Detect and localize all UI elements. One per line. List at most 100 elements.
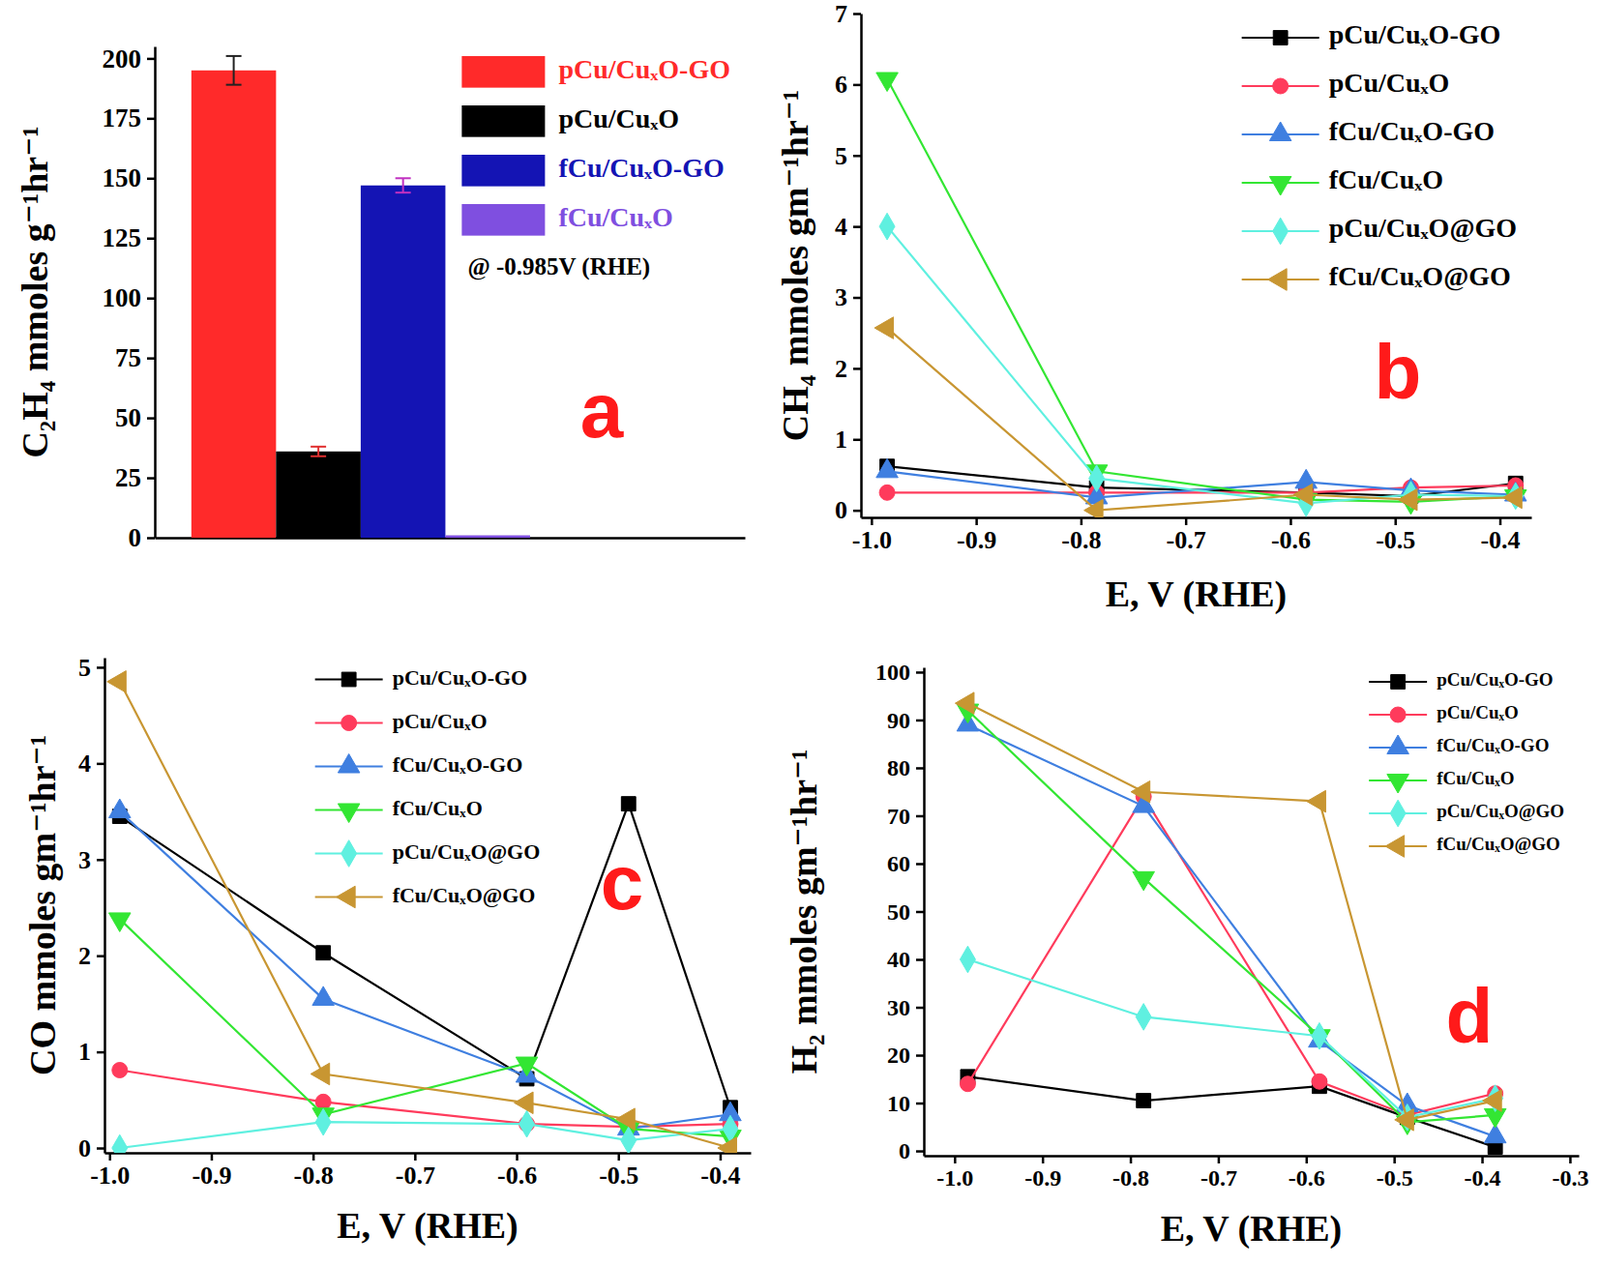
tick-label: 20	[887, 1042, 911, 1068]
legend-swatch	[461, 154, 545, 187]
marker	[1311, 1022, 1328, 1050]
x-axis: -1.0-0.9-0.8-0.7-0.6-0.5-0.4	[89, 1153, 751, 1190]
panel-title: d	[1446, 973, 1494, 1060]
y-axis: 0102030405060708090100	[875, 659, 925, 1164]
tick-label: -0.4	[700, 1161, 741, 1190]
x-axis-line	[105, 1152, 752, 1156]
tick-label: -0.4	[1464, 1165, 1502, 1191]
tick-mark	[147, 356, 155, 360]
legend-item: fCu/CuₓO	[1368, 768, 1514, 794]
tick-mark	[109, 1153, 113, 1161]
tick: 7	[834, 0, 861, 29]
tick: -0.6	[1271, 517, 1311, 555]
tick-label: 25	[115, 463, 142, 493]
tick-label: 6	[834, 70, 848, 99]
marker	[717, 1137, 738, 1154]
tick-label: 80	[887, 755, 911, 781]
tick: 4	[834, 212, 861, 241]
tick-label: -0.5	[1375, 526, 1416, 555]
tick-mark	[853, 12, 861, 16]
tick: -1.0	[852, 517, 892, 555]
tick: 0	[128, 523, 156, 553]
legend-item: pCu/CuₓO@GO	[315, 839, 541, 868]
tick-label: -0.4	[1480, 526, 1520, 555]
marker	[876, 72, 899, 92]
panel-title: b	[1374, 328, 1423, 415]
tick-label: 3	[78, 846, 91, 875]
tick-label: -0.6	[1288, 1165, 1326, 1191]
figure: 0255075100125150175200C₂H₄ mmoles g⁻¹hr⁻…	[0, 0, 1600, 1265]
marker	[876, 458, 899, 478]
marker	[109, 799, 132, 819]
x-axis-line	[924, 1155, 1580, 1158]
y-axis-title: H₂ mmoles gm⁻¹hr⁻¹	[783, 748, 825, 1074]
tick-mark	[96, 1147, 105, 1151]
tick: 100	[875, 659, 924, 685]
tick: 10	[887, 1091, 924, 1117]
legend-item: fCu/CuₓO	[315, 796, 483, 824]
marker	[1135, 1004, 1152, 1032]
tick: 75	[115, 343, 155, 373]
x-axis: -1.0-0.9-0.8-0.7-0.6-0.5-0.4-0.3	[924, 1155, 1590, 1191]
tick: 60	[887, 851, 924, 877]
tick-label: 1	[834, 425, 848, 454]
legend-label: pCu/CuₓO@GO	[1436, 800, 1565, 822]
tick: 0	[834, 496, 861, 525]
tick-mark	[147, 476, 155, 480]
tick-mark	[147, 536, 155, 540]
legend-item: pCu/CuₓO	[1368, 702, 1519, 723]
tick-mark	[617, 1153, 621, 1161]
tick: 2	[834, 355, 861, 384]
tick-mark	[853, 367, 861, 371]
error-bar-stem	[233, 56, 236, 86]
tick-mark	[96, 954, 105, 958]
legend-label: pCu/CuₓO@GO	[1329, 212, 1517, 243]
series-line	[967, 1076, 1495, 1148]
tick-label: 4	[834, 212, 848, 241]
legend-label: pCu/CuₓO-GO	[1436, 669, 1554, 690]
tick: 5	[834, 142, 861, 171]
tick: 25	[115, 463, 155, 493]
legend-item: fCu/CuₓO-GO	[461, 152, 724, 187]
tick: -0.6	[1288, 1155, 1326, 1191]
tick-mark	[1569, 1155, 1572, 1164]
tick-mark	[1392, 1155, 1396, 1164]
plot-area	[954, 692, 1507, 1156]
legend-marker	[1385, 835, 1405, 859]
legend-marker	[337, 803, 360, 824]
legend-item: pCu/CuₓO@GO	[1242, 212, 1517, 244]
bar	[444, 535, 531, 538]
series-line	[887, 327, 1516, 511]
marker	[1295, 469, 1318, 489]
tick-mark	[870, 517, 874, 526]
tick-label: 0	[834, 496, 848, 525]
marker	[316, 946, 331, 961]
tick-mark	[1080, 517, 1084, 526]
panel: -1.0-0.9-0.8-0.7-0.6-0.5-0.401234567CH₄ …	[774, 0, 1533, 616]
tick: 1	[834, 425, 861, 454]
tick-label: 0	[78, 1134, 91, 1163]
tick-mark	[853, 296, 861, 300]
tick-label: 40	[887, 947, 911, 973]
tick: -1.0	[936, 1155, 974, 1191]
tick-mark	[96, 763, 105, 767]
legend-label: pCu/CuₓO	[558, 103, 680, 134]
tick-mark	[853, 439, 861, 443]
tick-mark	[1217, 1155, 1221, 1164]
tick: -0.8	[1112, 1155, 1150, 1191]
tick: 175	[102, 103, 156, 133]
marker	[1089, 465, 1105, 493]
tick-label: 3	[834, 283, 848, 312]
series-line	[887, 226, 1516, 504]
legend-label: pCu/CuₓO-GO	[392, 665, 529, 690]
panel-title: c	[600, 839, 645, 926]
marker	[109, 913, 132, 933]
legend-label: pCu/CuₓO@GO	[392, 839, 541, 864]
tick: -0.7	[395, 1153, 436, 1190]
legend-marker	[341, 672, 356, 687]
annotation: @ -0.985V (RHE)	[467, 253, 651, 281]
legend-item: pCu/CuₓO-GO	[315, 665, 529, 690]
x-axis: -1.0-0.9-0.8-0.7-0.6-0.5-0.4	[852, 517, 1533, 555]
legend-label: fCu/CuₓO@GO	[1436, 833, 1561, 855]
y-axis-line	[103, 658, 107, 1155]
